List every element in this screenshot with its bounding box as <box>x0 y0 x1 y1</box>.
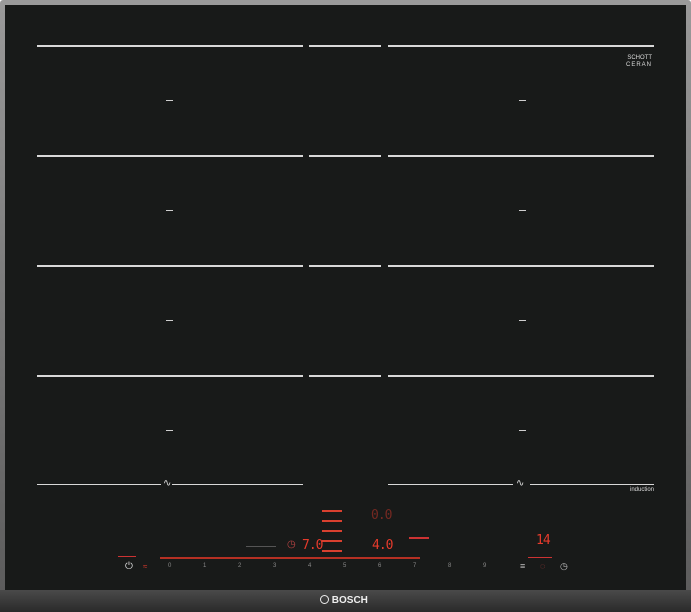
zone-marking <box>37 155 303 157</box>
zone-marking <box>388 155 654 157</box>
zone-marking <box>309 45 381 47</box>
front-strip <box>0 590 691 612</box>
right-indicator <box>528 557 552 558</box>
slider-step[interactable]: 5 <box>343 563 347 569</box>
slider-step[interactable]: 7 <box>413 563 417 569</box>
zone-center-mark <box>166 430 173 431</box>
wave-symbol: ∿ <box>516 478 525 489</box>
flex-zone-marking <box>530 484 654 485</box>
slider-step[interactable]: 2 <box>238 563 242 569</box>
zone-marking <box>388 375 654 377</box>
zone-center-mark <box>166 210 173 211</box>
wave-symbol: ∿ <box>163 478 172 489</box>
zone-center-mark <box>519 100 526 101</box>
timer-display: 7.0 <box>302 538 324 553</box>
zone-marking <box>309 155 381 157</box>
slider-step[interactable]: 3 <box>273 563 277 569</box>
bar <box>322 550 342 552</box>
brand-logo: BOSCH <box>320 595 368 606</box>
flex-zone-marking <box>37 484 161 485</box>
zone-center-mark <box>166 100 173 101</box>
zone-marking <box>309 265 381 267</box>
bar <box>322 530 342 532</box>
slider-step[interactable]: 0 <box>168 563 172 569</box>
induction-label: induction <box>630 487 655 493</box>
bosch-logo-icon <box>320 595 329 604</box>
zone-display: 4.0 <box>372 538 394 553</box>
zone-indicator <box>409 537 429 539</box>
sensor-icon[interactable]: ◌ <box>540 561 546 571</box>
menu-icon[interactable]: ≡ <box>520 561 526 571</box>
zone-marking <box>388 265 654 267</box>
bar <box>322 540 342 542</box>
slider-step[interactable]: 1 <box>203 563 207 569</box>
slider-step[interactable]: 6 <box>378 563 382 569</box>
bar <box>322 520 342 522</box>
slider-step[interactable]: 8 <box>448 563 452 569</box>
slider-step[interactable]: 9 <box>483 563 487 569</box>
timer-icon[interactable]: ◷ <box>287 539 296 550</box>
power-indicator <box>118 556 136 557</box>
flex-zone-marking <box>172 484 303 485</box>
power-button[interactable]: ⏻ <box>125 561 133 572</box>
zone-marking <box>309 375 381 377</box>
slider-track[interactable] <box>160 557 420 559</box>
zone-center-mark <box>166 320 173 321</box>
zone-select-icon[interactable]: ≈ <box>143 562 148 571</box>
zone-marking <box>37 375 303 377</box>
slider-step[interactable]: 4 <box>308 563 312 569</box>
zone-marking <box>37 265 303 267</box>
flex-zone-marking <box>388 484 513 485</box>
function-icons[interactable] <box>246 546 276 549</box>
glass-surface <box>5 5 686 590</box>
timer-button[interactable]: ◷ <box>560 561 568 571</box>
bar <box>322 510 342 512</box>
top-display: 0.0 <box>371 508 393 523</box>
zone-center-mark <box>519 210 526 211</box>
zone-marking <box>37 45 303 47</box>
zone-center-mark <box>519 430 526 431</box>
zone-marking <box>388 45 654 47</box>
right-display: 14 <box>536 533 551 548</box>
zone-center-mark <box>519 320 526 321</box>
schott-ceran-logo: SCHOTT CERAN <box>626 55 653 68</box>
